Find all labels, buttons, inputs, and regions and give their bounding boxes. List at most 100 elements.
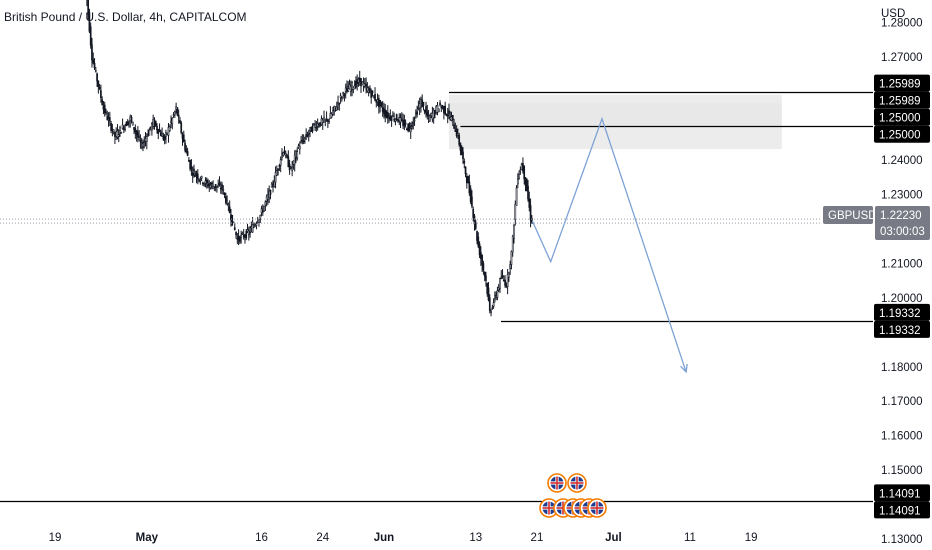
candle-body xyxy=(114,132,116,137)
candle-body xyxy=(167,127,170,136)
price-tick-label: 1.28000 xyxy=(881,17,923,29)
candle-body xyxy=(519,169,522,172)
candle-body xyxy=(464,166,467,175)
candle-body xyxy=(231,214,234,226)
supply-zone[interactable] xyxy=(448,103,782,126)
candle-body xyxy=(494,294,496,299)
level-price-label-bg xyxy=(874,303,930,321)
candle-body xyxy=(409,128,412,133)
candle-body xyxy=(233,227,236,230)
candle-body xyxy=(107,118,110,121)
candle-body xyxy=(478,243,481,256)
candle-body xyxy=(370,92,373,98)
candle-body xyxy=(272,184,274,187)
candle-body xyxy=(162,135,165,140)
candlestick-series xyxy=(86,0,533,317)
candle-body xyxy=(225,196,227,204)
candle-body xyxy=(121,124,124,129)
candle-body xyxy=(346,86,348,89)
candle-body xyxy=(363,83,366,87)
candle-body xyxy=(446,114,449,117)
level-price-label: 1.25000 xyxy=(879,130,921,142)
candle-body xyxy=(515,187,518,206)
candle-body xyxy=(199,180,202,182)
candle-body xyxy=(344,87,347,92)
candle-body xyxy=(142,146,144,149)
candle-body xyxy=(417,107,420,109)
candle-body xyxy=(428,115,431,122)
candle-body xyxy=(343,94,346,97)
time-axis[interactable]: 19 May 16 24 Jun 13 21 Jul 11 19 xyxy=(49,532,758,544)
candle-body xyxy=(125,122,128,127)
candle-body xyxy=(315,126,318,129)
candle-body xyxy=(367,90,370,93)
candle-body xyxy=(140,142,143,144)
candle-body xyxy=(436,105,439,113)
candle-body xyxy=(371,90,374,94)
candle-body xyxy=(352,87,355,90)
uk-flag-icon[interactable] xyxy=(567,473,587,493)
candle-body xyxy=(147,134,149,136)
candle-body xyxy=(326,119,329,122)
candle-body xyxy=(335,106,338,111)
candle-body xyxy=(283,150,286,156)
candle-body xyxy=(338,102,341,105)
candle-body xyxy=(416,111,418,115)
candle-body xyxy=(362,82,365,87)
candle-body xyxy=(179,120,181,124)
price-tick-label: 1.20000 xyxy=(881,293,923,305)
candle-body xyxy=(314,123,316,128)
candle-body xyxy=(380,102,383,107)
candle-body xyxy=(282,152,285,156)
candle-body xyxy=(445,114,448,116)
candle-body xyxy=(320,118,323,125)
candle-body xyxy=(499,278,501,289)
candle-body xyxy=(170,121,172,123)
candle-body xyxy=(398,116,401,122)
candle-body xyxy=(319,122,322,126)
price-tick-label: 1.21000 xyxy=(881,258,923,270)
candle-body xyxy=(312,123,315,126)
projection-path[interactable] xyxy=(531,116,688,374)
candle-body xyxy=(260,208,263,213)
candle-body xyxy=(449,117,452,120)
candle-body xyxy=(130,116,133,122)
candle-body xyxy=(184,142,186,151)
candle-body xyxy=(329,113,332,120)
candle-body xyxy=(477,236,480,247)
candle-body xyxy=(514,203,517,220)
candle-body xyxy=(279,159,282,166)
level-price-label-bg xyxy=(874,108,930,126)
candle-body xyxy=(472,209,475,218)
candle-body xyxy=(188,160,190,162)
level-price-label: 1.14091 xyxy=(879,505,921,517)
candle-body xyxy=(513,224,515,239)
candle-body xyxy=(404,122,407,125)
candle-body xyxy=(440,106,443,109)
candle-body xyxy=(487,287,490,301)
candle-body xyxy=(232,221,235,224)
candle-body xyxy=(291,166,294,171)
candle-body xyxy=(413,119,416,122)
event-flags[interactable] xyxy=(539,473,607,518)
candle-body xyxy=(287,156,290,168)
candle-body xyxy=(292,160,295,165)
candle-body xyxy=(175,106,177,110)
uk-flag-icon[interactable] xyxy=(547,473,567,493)
projection-line[interactable] xyxy=(531,116,687,373)
candle-body xyxy=(427,115,430,117)
candle-body xyxy=(93,62,96,69)
candle-body xyxy=(181,134,184,139)
candle-body xyxy=(453,124,455,129)
candle-body xyxy=(389,115,392,120)
candle-body xyxy=(384,109,387,117)
candle-body xyxy=(304,137,306,139)
candle-body xyxy=(491,307,494,310)
candle-body xyxy=(249,231,251,234)
candle-body xyxy=(411,124,413,128)
uk-flag-icon[interactable] xyxy=(587,498,607,518)
candle-body xyxy=(261,210,264,213)
candle-body xyxy=(254,224,257,227)
candle-body xyxy=(158,129,161,132)
